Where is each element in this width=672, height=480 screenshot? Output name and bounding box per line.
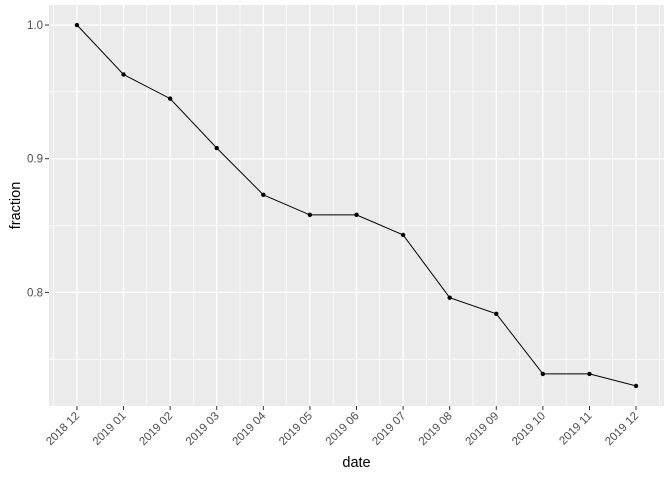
grid-major <box>49 5 664 406</box>
data-point <box>540 371 546 377</box>
data-point <box>214 145 219 151</box>
y-axis: 1.0 0.9 0.8 <box>27 20 49 299</box>
data-point <box>400 232 406 238</box>
x-tick-label: 2019 09 <box>464 410 502 448</box>
data-point <box>633 383 639 389</box>
data-points <box>74 22 639 389</box>
y-tick-label: 0.9 <box>27 154 43 166</box>
data-point <box>307 212 313 218</box>
x-tick-label: 2019 08 <box>417 410 455 448</box>
data-point <box>74 22 80 28</box>
x-tick-label: 2019 02 <box>137 410 175 448</box>
data-point <box>447 295 452 300</box>
y-tick-label: 1.0 <box>27 20 43 32</box>
x-tick-label: 2018 12 <box>44 410 82 448</box>
x-axis-title: date <box>342 455 370 471</box>
x-tick-label: 2019 01 <box>91 410 129 448</box>
data-point <box>354 212 359 218</box>
x-tick-label: 2019 06 <box>324 410 362 448</box>
y-tick-label: 0.8 <box>27 287 43 299</box>
x-tick-label: 2019 07 <box>370 410 408 448</box>
data-point <box>121 72 126 77</box>
data-point <box>587 371 592 377</box>
x-tick-label: 2019 12 <box>603 410 641 448</box>
data-point <box>494 311 499 316</box>
x-tick-label: 2019 11 <box>557 410 594 447</box>
data-point <box>261 192 266 198</box>
data-point <box>167 96 173 101</box>
y-axis-title: fraction <box>8 182 24 230</box>
x-tick-label: 2019 10 <box>510 410 548 448</box>
x-axis: 2018 12 2019 01 2019 02 2019 03 2019 04 2019 … <box>44 406 641 448</box>
x-tick-label: 2019 04 <box>231 410 269 448</box>
x-tick-label: 2019 03 <box>184 410 222 448</box>
x-tick-label: 2019 05 <box>277 410 315 448</box>
